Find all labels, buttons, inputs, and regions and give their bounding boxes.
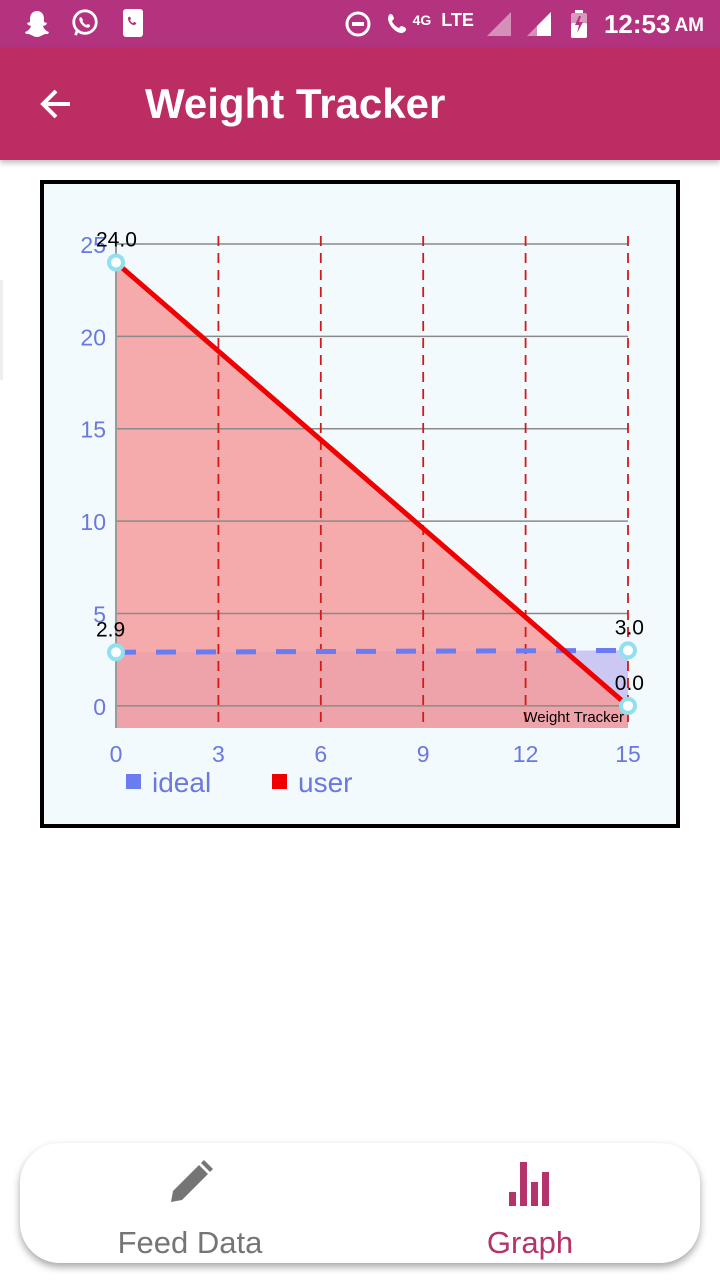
status-ampm: AM [674,15,704,36]
left-edge-handle [0,280,3,380]
data-point-user-1 [619,696,637,715]
y-tick-label-5: 5 [93,601,106,627]
legend-swatch-user [272,774,287,789]
whatsapp-icon [70,8,100,38]
app-bar: Weight Tracker [0,48,720,160]
data-point-ideal-0 [107,643,125,662]
lte-label: LTE [441,9,474,30]
battery-icon [564,9,594,39]
x-tick-label-9: 9 [417,741,430,767]
data-label-user-0: 24.0 [96,228,137,251]
legend-label-ideal: ideal [152,767,211,798]
back-arrow-icon [40,89,70,119]
data-label-ideal-1: 3.0 [615,616,644,639]
snapchat-icon [22,8,52,38]
series-line-user [114,260,630,708]
page-title: Weight Tracker [145,80,446,127]
x-tick-label-3: 3 [212,741,225,767]
signal-icon-2 [524,9,554,39]
weight-chart: 0 5 10 15 20 25 0 3 6 9 12 15 2.9 3.0 24.0 0.0 Weight Tr… [80,228,644,798]
y-tick-label-0: 0 [93,694,106,720]
y-tick-label-25: 25 [80,232,106,258]
bottom-navigation: Feed Data Graph [20,1143,700,1263]
legend-swatch-ideal [126,774,141,789]
nav-feed-data[interactable]: Feed Data [100,1143,280,1263]
pencil-icon [160,1153,220,1213]
chart-card: 0 5 10 15 20 25 0 3 6 9 12 15 2.9 3.0 24.0 0.0 Weight Tr… [40,180,680,828]
status-bar: 4G LTE 12:53 AM [0,0,720,48]
legend-label-user: user [298,767,352,798]
x-tick-label-12: 12 [513,741,539,767]
volte-call-icon [383,9,413,39]
signal-icon-1 [484,9,514,39]
series-fill-user [116,262,628,728]
back-button[interactable] [30,78,82,130]
y-tick-label-10: 10 [80,509,106,535]
network-type-label: 4G [412,12,432,28]
data-point-user-0 [107,253,125,272]
data-label-ideal-0: 2.9 [96,618,125,641]
series-line-ideal [115,647,629,655]
status-left-icons [22,8,148,38]
chart-description-label: Weight Tracker [523,709,624,726]
y-tick-label-20: 20 [80,324,106,350]
do-not-disturb-icon [343,9,373,39]
x-tick-label-6: 6 [314,741,327,767]
data-point-ideal-1 [619,641,637,660]
nav-feed-data-label: Feed Data [117,1225,263,1260]
nav-graph-label: Graph [486,1225,574,1260]
nav-graph[interactable]: Graph [440,1143,620,1263]
y-tick-label-15: 15 [80,417,106,443]
bar-chart-icon [500,1153,560,1213]
x-tick-label-15: 15 [615,741,641,767]
status-right-icons: 4G LTE 12:53 AM [343,6,704,42]
status-time: 12:53 [603,8,671,39]
data-label-user-1: 0.0 [615,672,644,695]
phone-app-icon [118,8,148,38]
x-tick-label-0: 0 [110,741,123,767]
